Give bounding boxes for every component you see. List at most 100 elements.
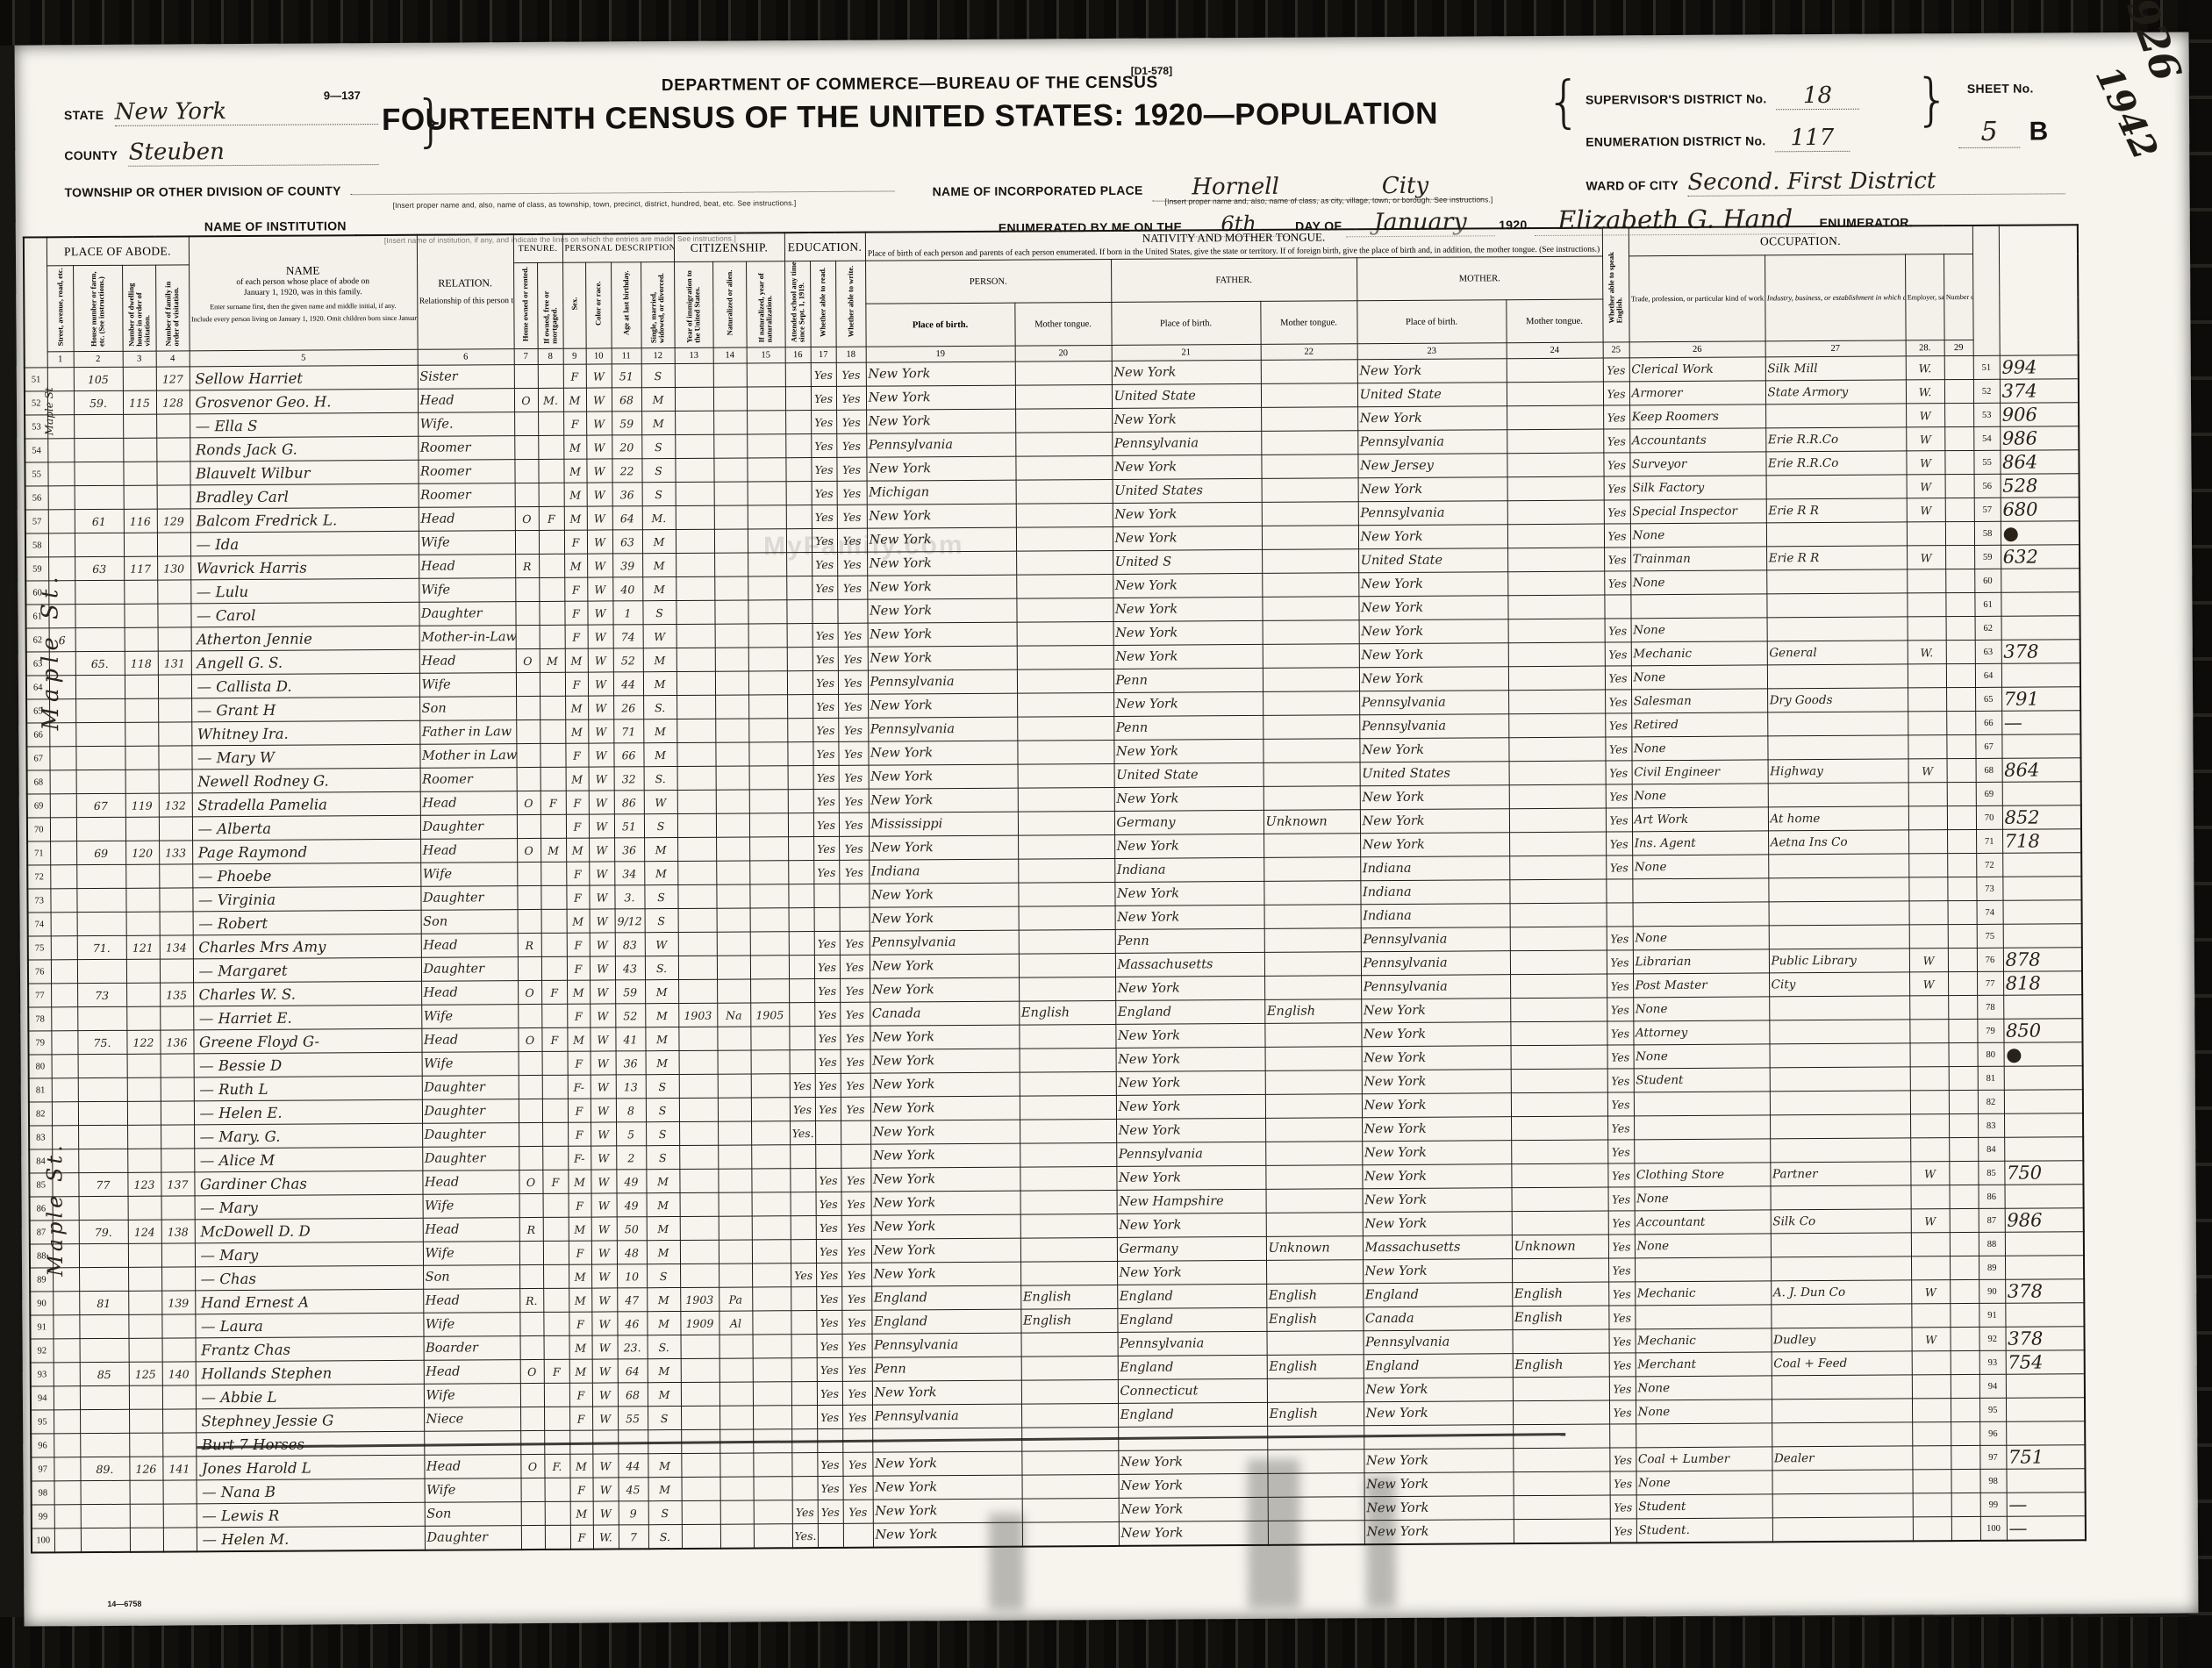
- cell-person_tongue: [1018, 929, 1115, 955]
- sheet-letter: B: [2029, 117, 2049, 147]
- cell-family: [159, 887, 193, 913]
- cell-father_tongue: [1265, 1212, 1363, 1237]
- cell-worker_class: [1912, 1445, 1951, 1471]
- cell-sex: M: [569, 1264, 592, 1289]
- cell-name: Newell Rodney G.: [191, 768, 420, 793]
- cell-name: Jones Harold L: [196, 1455, 425, 1480]
- cell-father_birthplace: England: [1118, 1402, 1268, 1428]
- cell-occupation: None: [1634, 1234, 1772, 1258]
- cell-mother_birthplace: Pennsylvania: [1357, 500, 1507, 526]
- cell-family: 130: [157, 555, 191, 581]
- cell-father_tongue: [1263, 738, 1360, 763]
- cell-occupation: Salesman: [1631, 689, 1768, 713]
- cell-free_mortgaged: M: [539, 648, 565, 673]
- cell-line: 56: [25, 485, 48, 511]
- cell-dwelling: [129, 1409, 163, 1434]
- cell-immigration_year: [677, 884, 717, 909]
- cell-mother_tongue: [1507, 619, 1605, 643]
- cell-mother_birthplace: United State: [1357, 382, 1507, 407]
- cell-line: 73: [27, 888, 51, 913]
- cell-immigration_year: [675, 434, 714, 459]
- cell-mother_tongue: [1509, 927, 1607, 951]
- cell-relation: Wife: [420, 862, 518, 887]
- cell-free_mortgaged: [537, 364, 563, 389]
- cell-line-right: 71: [1976, 829, 2003, 854]
- cell-worker_class: W: [1910, 1208, 1950, 1234]
- cell-naturalization_year: [747, 433, 786, 459]
- cell-sex: F: [565, 791, 589, 815]
- cell-relation: Niece: [424, 1407, 521, 1432]
- cell-relation: Wife: [424, 1478, 521, 1503]
- cell-marital: S: [641, 458, 676, 483]
- cell-dwelling: 117: [124, 556, 158, 581]
- cell-read: Yes: [816, 1357, 842, 1382]
- cell-line-right: 92: [1979, 1327, 2006, 1351]
- cell-family: [161, 1314, 196, 1339]
- cell-person_birthplace: New York: [870, 977, 1020, 1003]
- cell-occupation: None: [1631, 736, 1768, 761]
- cell-read: Yes: [815, 1192, 841, 1216]
- cell-speaks_english: Yes: [1609, 1494, 1636, 1520]
- cell-father_tongue: [1261, 430, 1358, 455]
- cell-occupation: Art Work: [1631, 807, 1769, 832]
- cell-speaks_english: Yes: [1602, 381, 1630, 406]
- cell-occupation: Student: [1636, 1494, 1772, 1519]
- cell-family: [161, 1195, 195, 1221]
- cell-margin_number: 852: [2001, 805, 2082, 830]
- col-age: Age at last birthday.: [611, 261, 641, 349]
- cell-line: 97: [31, 1457, 54, 1482]
- cell-relation: Roomer: [418, 435, 515, 461]
- cell-mother_birthplace: New York: [1358, 642, 1508, 668]
- cell-write: Yes: [836, 433, 867, 458]
- cell-house: [78, 1196, 128, 1221]
- cell-free_mortgaged: F: [543, 1359, 569, 1384]
- cell-read: Yes: [811, 457, 837, 482]
- cell-margin_number: [2004, 1231, 2085, 1256]
- cell-age: 51: [613, 813, 645, 839]
- cell-industry: Erie R R: [1766, 546, 1908, 571]
- cell-naturalized: [718, 1192, 752, 1217]
- cell-age: 59: [615, 979, 646, 1005]
- cell-line-right: 54: [1973, 426, 2001, 451]
- cell-sex: M: [562, 388, 587, 412]
- cell-occupation: None: [1630, 665, 1768, 690]
- cell-school: Yes.: [790, 1120, 816, 1145]
- cell-father_birthplace: New York: [1113, 739, 1263, 764]
- cell-sex: M: [564, 554, 588, 578]
- cell-mother_tongue: [1513, 1519, 1611, 1544]
- cell-name: Frantz Chas: [195, 1336, 424, 1362]
- cell-home_owned: O: [519, 1359, 544, 1384]
- cell-mother_tongue: English: [1512, 1353, 1609, 1378]
- cell-house: [79, 1385, 130, 1410]
- cell-immigration_year: [676, 813, 717, 838]
- cell-home_owned: [514, 530, 540, 555]
- cell-line-right: 61: [1974, 592, 2001, 617]
- cell-margin_number: [2004, 1184, 2084, 1209]
- cell-read: Yes: [811, 410, 837, 434]
- cell-immigration_year: 1903: [680, 1287, 719, 1312]
- cell-occupation: Silk Factory: [1629, 476, 1766, 500]
- cell-dwelling: 123: [127, 1172, 161, 1197]
- cell-farm_schedule: [1947, 829, 1977, 854]
- cell-line-right: 64: [1974, 663, 2002, 688]
- cell-family: 137: [161, 1171, 195, 1197]
- cell-person_birthplace: Pennsylvania: [869, 930, 1019, 956]
- cell-naturalization_year: [752, 1263, 791, 1288]
- cell-age: 32: [613, 766, 644, 791]
- cell-free_mortgaged: [542, 1193, 569, 1218]
- cell-worker_class: [1911, 1256, 1951, 1281]
- cell-speaks_english: Yes: [1608, 1328, 1636, 1354]
- cell-line: 81: [28, 1077, 52, 1103]
- father-birthplace-header: Place of birth.: [1111, 301, 1261, 346]
- cell-industry: [1769, 1067, 1910, 1092]
- cell-father_birthplace: United S: [1113, 549, 1263, 575]
- cell-mother_birthplace: New York: [1364, 1400, 1514, 1426]
- cell-age: 3.: [614, 884, 645, 910]
- cell-school: [787, 765, 813, 790]
- cell-mother_birthplace: Massachusetts: [1362, 1235, 1513, 1260]
- cell-person_birthplace: New York: [868, 693, 1018, 719]
- cell-street: [49, 746, 76, 770]
- cell-worker_class: [1908, 782, 1947, 807]
- scan-smudge: [1365, 1476, 1397, 1608]
- cell-family: [156, 413, 190, 439]
